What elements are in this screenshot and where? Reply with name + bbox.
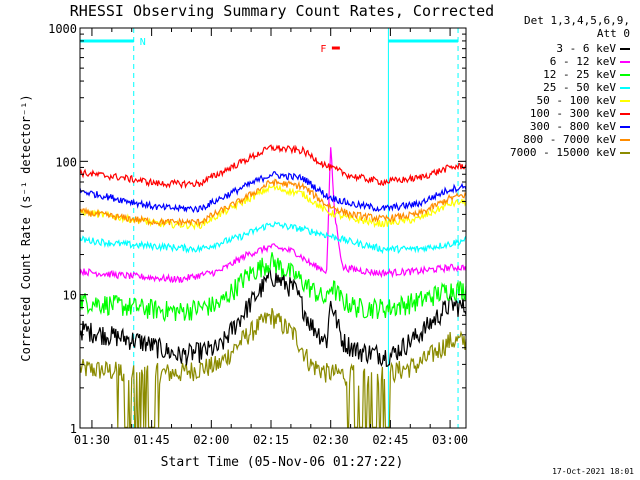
legend-label: 100 - 300 keV bbox=[529, 107, 616, 120]
legend-label: 3 - 6 keV bbox=[556, 42, 616, 55]
plot-area bbox=[79, 144, 467, 428]
legend-label: 50 - 100 keV bbox=[536, 94, 616, 107]
y-axis-label: Corrected Count Rate (s⁻¹ detector⁻¹) bbox=[19, 94, 33, 361]
legend-label: 7000 - 15000 keV bbox=[510, 146, 616, 159]
legend-swatch bbox=[620, 61, 630, 63]
y-tick-label: 1 bbox=[70, 422, 77, 436]
legend-swatch bbox=[620, 87, 630, 89]
x-tick-label: 01:30 bbox=[74, 433, 110, 447]
legend-item: 300 - 800 keV bbox=[480, 120, 630, 133]
series-line-300-800-keV bbox=[79, 171, 467, 214]
legend-item: 6 - 12 keV bbox=[480, 55, 630, 68]
series-line-7000-15000-keV bbox=[79, 308, 467, 428]
legend-label: 25 - 50 keV bbox=[543, 81, 616, 94]
legend-attenuator: Att 0 bbox=[596, 27, 630, 40]
chart-title: RHESSI Observing Summary Count Rates, Co… bbox=[70, 2, 494, 20]
legend-label: 300 - 800 keV bbox=[529, 120, 616, 133]
legend-label: 800 - 7000 keV bbox=[523, 133, 616, 146]
legend-swatch bbox=[620, 100, 630, 102]
legend-detectors: Det 1,3,4,5,6,9, bbox=[524, 14, 630, 27]
series-line-6-12-keV bbox=[79, 147, 467, 284]
x-tick-label: 02:45 bbox=[372, 433, 408, 447]
legend-swatch bbox=[620, 48, 630, 50]
series-line-25-50-keV bbox=[79, 221, 467, 255]
legend-item: 3 - 6 keV bbox=[480, 42, 630, 55]
x-tick-label: 02:00 bbox=[193, 433, 229, 447]
legend-item: 50 - 100 keV bbox=[480, 94, 630, 107]
y-tick-label: 10 bbox=[63, 289, 77, 303]
x-tick-label: 03:00 bbox=[432, 433, 468, 447]
series-line-3-6-keV bbox=[79, 268, 467, 367]
legend-item: 7000 - 15000 keV bbox=[480, 146, 630, 159]
plot-frame bbox=[79, 27, 467, 429]
footer-timestamp: 17-Oct-2021 18:01 bbox=[552, 467, 634, 476]
legend-swatch bbox=[620, 113, 630, 115]
legend-item: 100 - 300 keV bbox=[480, 107, 630, 120]
y-tick-label: 100 bbox=[55, 155, 77, 169]
legend-item: 12 - 25 keV bbox=[480, 68, 630, 81]
series-line-800-7000-keV bbox=[79, 178, 467, 228]
flare-label: F bbox=[320, 44, 326, 55]
y-tick-label: 1000 bbox=[48, 22, 77, 36]
x-tick-label: 02:30 bbox=[313, 433, 349, 447]
legend-swatch bbox=[620, 152, 630, 154]
night-saa-annotations: NF bbox=[79, 28, 459, 428]
legend-label: 6 - 12 keV bbox=[549, 55, 616, 68]
x-tick-label: 02:15 bbox=[253, 433, 289, 447]
x-tick-label: 01:45 bbox=[134, 433, 170, 447]
legend-label: 12 - 25 keV bbox=[543, 68, 616, 81]
legend-item: 800 - 7000 keV bbox=[480, 133, 630, 146]
legend-swatch bbox=[620, 126, 630, 128]
series-line-100-300-keV bbox=[79, 144, 467, 190]
legend-item: 25 - 50 keV bbox=[480, 81, 630, 94]
x-axis-label: Start Time (05-Nov-06 01:27:22) bbox=[161, 455, 404, 470]
legend-swatch bbox=[620, 139, 630, 141]
series-line-12-25-keV bbox=[79, 252, 467, 323]
legend-header: Det 1,3,4,5,6,9, Att 0 bbox=[480, 14, 630, 40]
legend-swatch bbox=[620, 74, 630, 76]
night-label: N bbox=[140, 37, 146, 48]
axes: 01:30 01:45 02:00 02:15 02:30 02:45 03:00 1 10 10… bbox=[48, 22, 468, 447]
